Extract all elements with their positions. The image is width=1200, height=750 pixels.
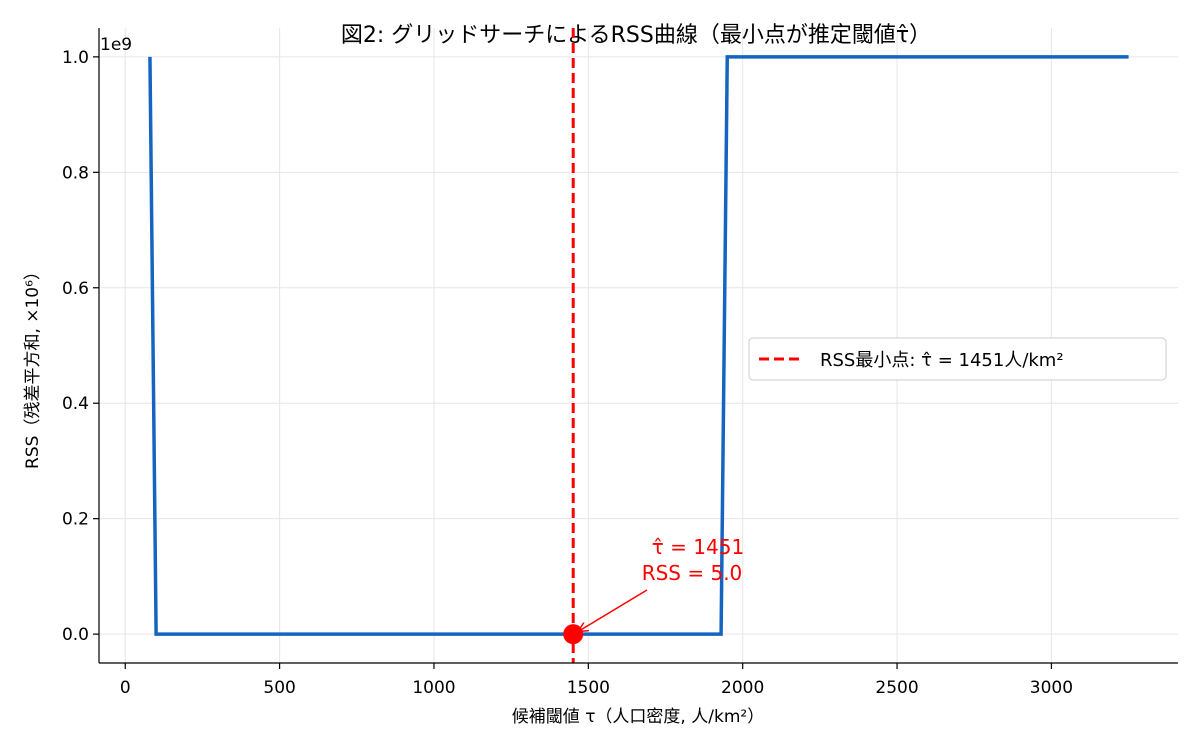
x-tick-label: 0 [120,678,131,698]
legend-box [748,337,1167,381]
annotation-arrow [579,589,648,631]
y-tick-label: 1.0 [62,48,89,68]
y-offset-label: 1e9 [100,35,132,55]
x-tick-label: 2500 [875,678,918,698]
x-axis-label: 候補閾値 τ（人口密度, 人/km²） [512,707,764,727]
y-tick-label: 0.6 [62,279,89,299]
min-point-marker [563,624,584,645]
annotation-tau: τ̂ = 1451 [652,535,744,559]
y-tick-label: 0.2 [62,510,89,530]
chart-title: 図2: グリッドサーチによるRSS曲線（最小点が推定閾値τ̂） [341,23,931,48]
legend-entry-label: RSS最小点: τ̂ = 1451人/km² [820,350,1064,371]
x-ticks: 0 500 1000 1500 2000 2500 3000 [120,663,1073,698]
y-tick-label: 0.8 [62,163,89,183]
x-tick-label: 2000 [721,678,764,698]
annotation-rss: RSS = 5.0 [642,561,743,585]
y-axis-label: RSS（残差平方和, ×10⁶） [23,263,43,469]
y-tick-label: 0.4 [62,394,89,414]
y-tick-label: 0.0 [62,625,89,645]
series-line [148,55,1129,636]
y-ticks: 0.0 0.2 0.4 0.6 0.8 1.0 [62,48,99,645]
legend: RSS最小点: τ̂ = 1451人/km² [748,337,1167,381]
marker-layer [563,624,584,645]
min-annotation: τ̂ = 1451 RSS = 5.0 [579,535,744,631]
x-tick-label: 1000 [412,678,455,698]
x-tick-label: 1500 [567,678,610,698]
axes [98,28,1178,664]
x-tick-label: 500 [263,678,295,698]
x-tick-label: 3000 [1030,678,1073,698]
series-layer [148,55,1129,636]
